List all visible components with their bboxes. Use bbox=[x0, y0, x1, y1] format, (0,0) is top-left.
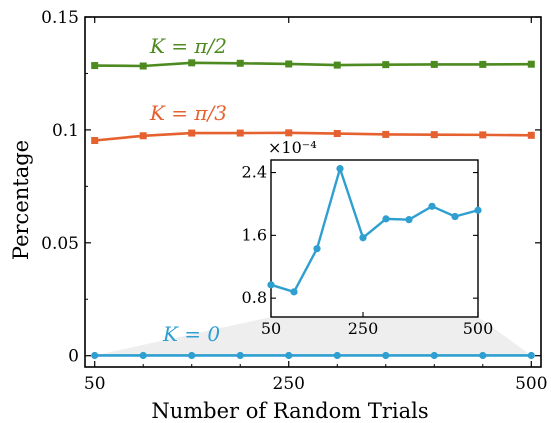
inset-data-point bbox=[290, 288, 298, 296]
main-series bbox=[91, 59, 535, 360]
data-point bbox=[333, 351, 341, 360]
series-line bbox=[94, 61, 532, 68]
data-point bbox=[91, 137, 99, 145]
y-tick-label: 0.1 bbox=[52, 121, 79, 141]
inset-background bbox=[271, 160, 478, 317]
data-point bbox=[430, 351, 438, 360]
y-tick-label: 0.05 bbox=[41, 234, 79, 254]
data-point bbox=[479, 131, 487, 139]
data-point bbox=[188, 59, 196, 67]
inset-y-tick-label: 2.4 bbox=[242, 163, 267, 182]
data-point bbox=[285, 351, 293, 360]
data-point bbox=[285, 60, 293, 68]
data-point bbox=[382, 351, 390, 360]
data-point bbox=[479, 351, 487, 360]
inset-zoom-indicator bbox=[94, 317, 532, 356]
inset-x-tick-label: 50 bbox=[261, 319, 281, 338]
x-tick-label: 500 bbox=[515, 374, 547, 394]
series-label-pi-half: K = π/2 bbox=[149, 34, 227, 58]
data-point bbox=[91, 351, 99, 360]
x-tick-label: 50 bbox=[84, 374, 106, 394]
data-point bbox=[382, 61, 390, 69]
data-point bbox=[382, 130, 390, 138]
inset-data-point bbox=[382, 215, 390, 223]
data-point bbox=[139, 62, 147, 70]
inset-data-point bbox=[474, 206, 482, 214]
data-point bbox=[139, 132, 147, 140]
inset-y-tick-label: 0.8 bbox=[242, 288, 267, 307]
main-ticks: 50 250 500 0 0.05 0.1 0.15 bbox=[41, 8, 547, 394]
data-point bbox=[527, 351, 535, 360]
series-label-pi-third: K = π/3 bbox=[149, 101, 227, 125]
inset-series bbox=[267, 164, 482, 296]
inset-data-point bbox=[359, 234, 367, 242]
inset-y-tick-label: 1.6 bbox=[242, 225, 267, 244]
inset-scale-label: ×10⁻⁴ bbox=[268, 138, 317, 157]
inset-data-point bbox=[405, 216, 413, 224]
main-plot-frame bbox=[84, 16, 542, 368]
data-point bbox=[188, 129, 196, 137]
data-point bbox=[236, 59, 244, 67]
y-tick-label: 0.15 bbox=[41, 8, 79, 28]
data-point bbox=[430, 60, 438, 68]
data-point bbox=[139, 351, 147, 360]
data-point bbox=[333, 61, 341, 69]
y-tick-label: 0 bbox=[68, 347, 79, 367]
data-point bbox=[527, 60, 535, 68]
inset-ticks: 50 250 500 0.8 1.6 2.4 bbox=[242, 163, 494, 338]
inset-x-tick-label: 500 bbox=[463, 319, 494, 338]
series-label-zero: K = 0 bbox=[162, 322, 220, 346]
inset-data-point bbox=[428, 202, 436, 210]
data-point bbox=[333, 130, 341, 138]
x-axis-label: Number of Random Trials bbox=[151, 399, 428, 423]
y-axis-label: Percentage bbox=[9, 140, 33, 260]
data-point bbox=[479, 60, 487, 68]
data-point bbox=[430, 131, 438, 139]
data-point bbox=[91, 62, 99, 70]
series-line bbox=[94, 131, 532, 142]
data-point bbox=[285, 129, 293, 137]
data-point bbox=[236, 129, 244, 137]
inset-data-point bbox=[451, 212, 459, 221]
inset-data-point bbox=[336, 165, 344, 173]
inset-data-point bbox=[267, 281, 275, 289]
inset-data-point bbox=[313, 245, 321, 253]
data-point bbox=[236, 351, 244, 360]
inset-plot-frame bbox=[270, 159, 479, 318]
data-point bbox=[188, 351, 196, 360]
x-tick-label: 250 bbox=[273, 374, 305, 394]
inset-x-tick-label: 250 bbox=[348, 319, 379, 338]
inset-series-line bbox=[270, 164, 479, 294]
data-point bbox=[527, 131, 535, 139]
